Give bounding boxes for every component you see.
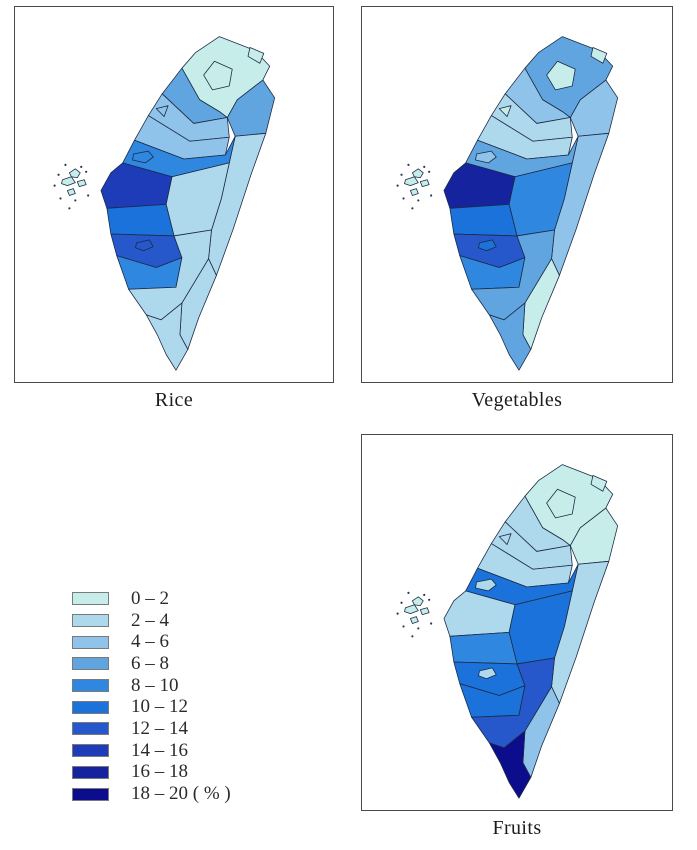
islet-dot	[402, 197, 405, 200]
legend-label: 18 – 20 ( % )	[131, 783, 231, 805]
islet-dot	[64, 163, 67, 166]
legend-label: 10 – 12	[131, 696, 188, 718]
region-penghu-fruits	[404, 596, 430, 624]
choropleth-map-vegetables	[396, 36, 619, 371]
region-taipei-vegetables	[546, 60, 576, 91]
legend-row: 2 – 4	[72, 610, 231, 632]
islet-dot	[428, 170, 431, 173]
map-caption-rice: Rice	[154, 389, 194, 411]
islet-dot	[400, 601, 403, 604]
choropleth-map-fruits	[396, 464, 619, 799]
islet-dot	[68, 207, 71, 210]
region-hsinchu-city-vegetables	[498, 105, 512, 117]
legend-row: 8 – 10	[72, 675, 231, 697]
legend-label: 16 – 18	[131, 761, 188, 783]
legend-row: 12 – 14	[72, 718, 231, 740]
islet-dot	[59, 197, 62, 200]
islet-dot	[402, 625, 405, 628]
legend-row: 4 – 6	[72, 631, 231, 653]
islet-dot	[396, 184, 399, 187]
legend-swatch	[72, 744, 109, 758]
islet-dot	[417, 199, 420, 202]
legend-row: 0 – 2	[72, 588, 231, 610]
islet-dot	[411, 635, 414, 638]
islet-dot	[407, 591, 410, 594]
islet-dot	[411, 207, 414, 210]
islet-dot	[74, 199, 77, 202]
islet-dot	[423, 593, 426, 596]
legend-swatch	[72, 657, 109, 671]
legend-row: 18 – 20 ( % )	[72, 783, 231, 805]
legend-row: 16 – 18	[72, 761, 231, 784]
region-pingtung-rice	[145, 302, 189, 371]
region-keelung-vegetables	[590, 47, 608, 64]
region-taipei-fruits	[546, 488, 576, 519]
legend-swatch	[72, 592, 109, 606]
islet-dot	[423, 165, 426, 168]
map-frame-vegetables	[361, 6, 673, 383]
islet-dot	[57, 173, 60, 176]
legend-swatch	[72, 614, 109, 628]
islet-dot	[400, 173, 403, 176]
region-chiayi-city-rice	[135, 239, 154, 252]
islet-dot	[407, 163, 410, 166]
islet-dot	[417, 627, 420, 630]
choropleth-map-rice	[53, 36, 276, 371]
region-keelung-fruits	[590, 475, 608, 492]
region-penghu-vegetables	[404, 168, 430, 196]
islet-dot	[53, 184, 56, 187]
map-frame-fruits	[361, 434, 673, 811]
legend-label: 14 – 16	[131, 739, 188, 761]
region-taichung-city-rice	[132, 150, 154, 164]
region-pingtung-vegetables	[488, 302, 532, 371]
islet-dot	[430, 622, 433, 625]
legend-label: 2 – 4	[131, 609, 169, 631]
legend-label: 0 – 2	[131, 587, 169, 609]
legend-swatch	[72, 679, 109, 693]
region-yunlin-fruits	[449, 631, 518, 665]
region-hsinchu-city-rice	[155, 105, 169, 117]
region-yunlin-vegetables	[449, 203, 518, 237]
islet-dot	[430, 194, 433, 197]
legend-swatch	[72, 635, 109, 649]
legend-label: 6 – 8	[131, 652, 169, 674]
legend-swatch	[72, 765, 109, 779]
region-taichung-city-fruits	[475, 578, 497, 592]
legend-label: 4 – 6	[131, 631, 169, 653]
legend-swatch	[72, 722, 109, 736]
legend-row: 6 – 8	[72, 653, 231, 675]
islet-dot	[80, 165, 83, 168]
region-hsinchu-city-fruits	[498, 533, 512, 545]
islet-dot	[87, 194, 90, 197]
legend-row: 14 – 16	[72, 740, 231, 762]
region-chiayi-city-fruits	[478, 667, 497, 680]
region-keelung-rice	[247, 47, 265, 64]
legend-swatch	[72, 700, 109, 714]
region-pingtung-fruits	[488, 730, 532, 799]
islet-dot	[85, 170, 88, 173]
legend-row: 10 – 12	[72, 696, 231, 718]
legend-label: 12 – 14	[131, 717, 188, 739]
region-yunlin-rice	[106, 203, 175, 237]
map-caption-fruits: Fruits	[492, 817, 542, 839]
region-chiayi-city-vegetables	[478, 239, 497, 252]
region-penghu-rice	[61, 168, 87, 196]
islet-dot	[396, 612, 399, 615]
legend-label: 8 – 10	[131, 674, 179, 696]
region-taichung-city-vegetables	[475, 150, 497, 164]
map-caption-vegetables: Vegetables	[471, 389, 563, 411]
region-taipei-rice	[203, 60, 233, 91]
legend-swatch	[72, 787, 109, 801]
islet-dot	[428, 598, 431, 601]
map-frame-rice	[14, 6, 334, 383]
